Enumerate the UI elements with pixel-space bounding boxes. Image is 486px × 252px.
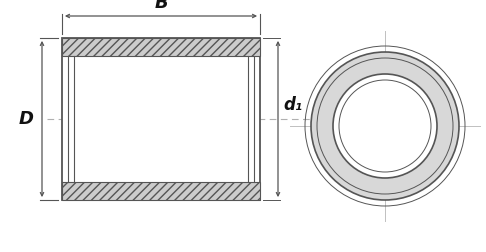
Text: D: D [19, 110, 34, 128]
Bar [62, 38, 260, 200]
Circle shape [311, 52, 459, 200]
Circle shape [333, 74, 437, 178]
Bar [62, 182, 260, 200]
Bar [62, 38, 260, 56]
Text: d₁: d₁ [283, 96, 302, 114]
Text: B: B [154, 0, 168, 12]
